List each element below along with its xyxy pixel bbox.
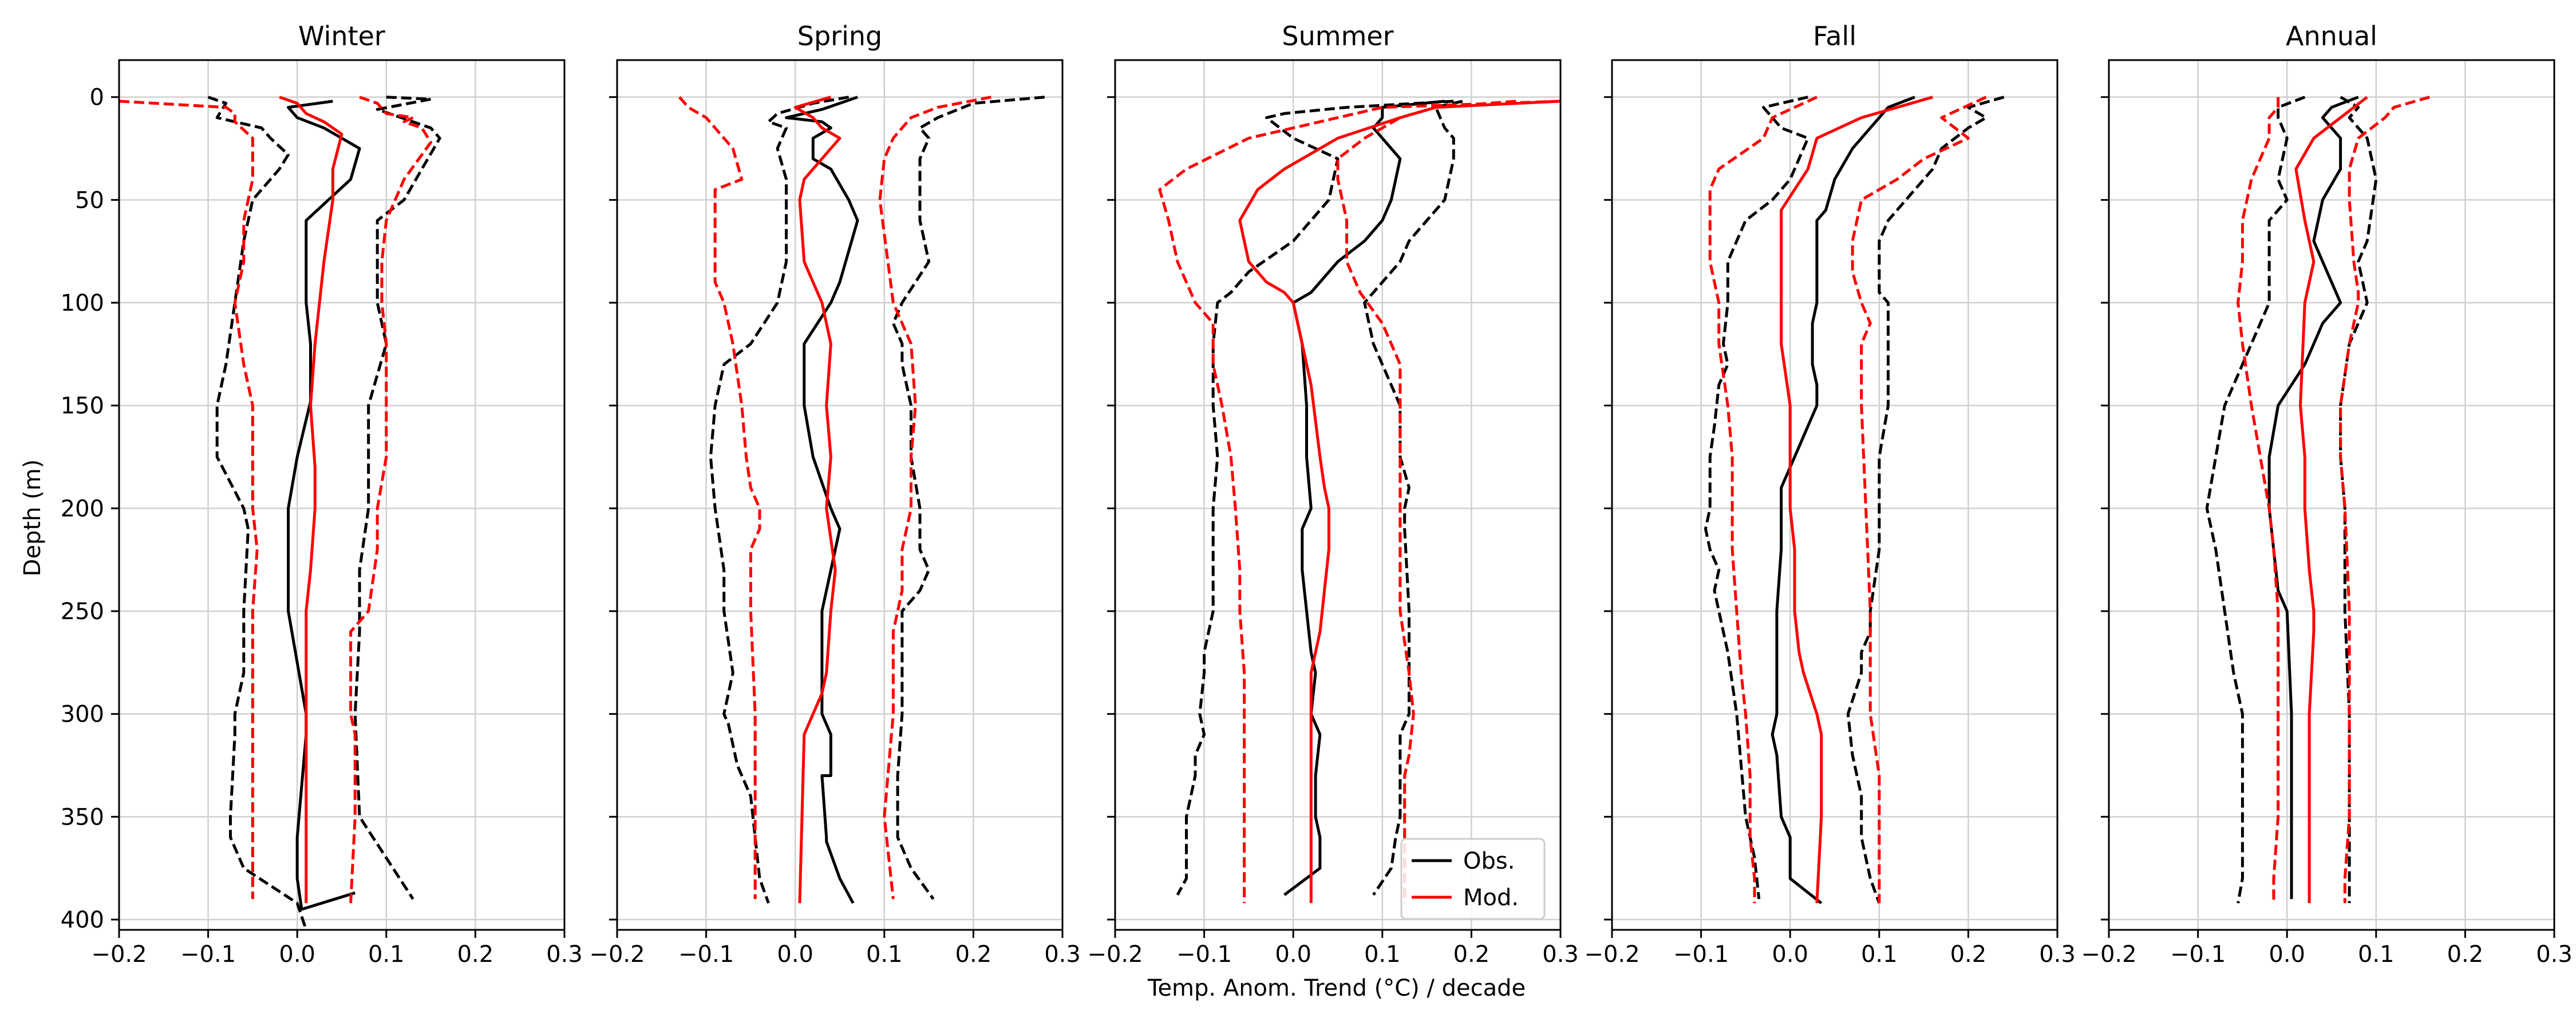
y-tick-label: 350: [61, 804, 104, 830]
series-group: [678, 96, 1045, 904]
obs-solid-line: [1283, 100, 1445, 896]
panel-fall: −0.2 −0.1 0.0 0.1 0.2 0.3 Fall: [1584, 21, 2075, 968]
obs-dashed-line: [1363, 100, 1463, 896]
x-tick-label: 0.2: [2447, 941, 2484, 968]
legend-label-mod: Mod.: [1463, 885, 1519, 911]
x-tick-label: 0.3: [2536, 941, 2573, 968]
x-tick-label: −0.1: [1673, 941, 1729, 968]
x-tick-label: 0.0: [1772, 941, 1808, 968]
y-axis-label: Depth (m): [19, 459, 46, 577]
obs-dashed-line: [891, 96, 1045, 900]
obs-dashed-line: [1846, 96, 2005, 904]
mod-dashed-line: [2237, 97, 2280, 904]
x-tick-label: 0.1: [1861, 941, 1898, 968]
axes-frame: [1114, 59, 1562, 931]
panel-spring: −0.2 −0.1 0.0 0.1 0.2 0.3 Spring: [589, 21, 1080, 968]
legend: Obs. Mod.: [1400, 838, 1546, 920]
x-tick-label: 0.1: [368, 941, 405, 968]
series-group: [1158, 100, 1560, 904]
mod-solid-line: [279, 96, 343, 904]
mod-solid-line: [1238, 100, 1560, 904]
x-tick-label: 0.0: [777, 941, 813, 968]
y-tick-label: 300: [61, 702, 104, 728]
panel-annual: −0.2 −0.1 0.0 0.1 0.2 0.3 Annual: [2081, 21, 2572, 968]
y-tick-label: 150: [61, 393, 104, 419]
legend-box: [1400, 838, 1546, 920]
x-tick-label: −0.2: [589, 941, 645, 968]
series-group: [119, 96, 441, 930]
obs-dashed-line: [207, 96, 308, 930]
panel-title-annual: Annual: [2286, 21, 2377, 52]
x-tick-label: 0.1: [1364, 941, 1401, 968]
obs-solid-line: [287, 100, 361, 911]
axes-frame: [616, 59, 1064, 931]
x-tick-label: −0.2: [1584, 941, 1639, 968]
y-tick-label: 200: [61, 496, 104, 522]
x-tick-label: 0.1: [2358, 941, 2395, 968]
x-tick-label: 0.2: [457, 941, 494, 968]
panel-winter: −0.2 −0.1 0.0 0.1 0.2 0.3 0 50 100 150 200 250 300 35…: [61, 21, 583, 968]
x-axis-label: Temp. Anom. Trend (°C) / decade: [1147, 975, 1526, 1001]
x-tick-label: −0.2: [91, 941, 147, 968]
mod-dashed-line: [2339, 96, 2430, 904]
obs-dashed-line: [709, 96, 850, 904]
y-tick-label: 250: [61, 599, 104, 625]
x-tick-label: 0.3: [546, 941, 583, 968]
x-tick-label: 0.2: [955, 941, 992, 968]
panel-title-winter: Winter: [298, 21, 385, 52]
x-tick-label: −0.1: [1176, 941, 1232, 968]
mod-dashed-line: [878, 96, 991, 900]
mod-dashed-line: [119, 100, 259, 900]
x-tick-label: 0.0: [279, 941, 315, 968]
obs-dashed-line: [2205, 96, 2306, 904]
obs-dashed-line: [1176, 100, 1454, 896]
x-tick-label: −0.1: [180, 941, 236, 968]
x-tick-label: 0.2: [1453, 941, 1490, 968]
panels: −0.2 −0.1 0.0 0.1 0.2 0.3 0 50 100 150 200 250 300 35…: [61, 21, 2573, 968]
series-group: [1704, 96, 2005, 905]
y-tick-label: 100: [61, 290, 104, 316]
x-tick-label: −0.2: [1087, 941, 1143, 968]
obs-solid-line: [785, 96, 859, 904]
mod-solid-line: [2294, 96, 2368, 904]
obs-solid-line: [1771, 96, 1915, 905]
y-tick-label: 50: [75, 187, 104, 213]
x-tick-label: 0.2: [1950, 941, 1987, 968]
panel-title-spring: Spring: [797, 21, 882, 52]
mod-dashed-line: [1158, 100, 1560, 904]
mod-dashed-line: [678, 96, 761, 900]
x-tick-label: 0.0: [1275, 941, 1311, 968]
x-tick-label: −0.2: [2081, 941, 2136, 968]
obs-dashed-line: [1704, 96, 1809, 900]
axes-frame: [118, 59, 566, 931]
x-tick-label: 0.3: [1542, 941, 1579, 968]
y-tick-label: 0: [90, 85, 104, 111]
panel-title-fall: Fall: [1813, 21, 1856, 52]
obs-dashed-line: [353, 96, 441, 900]
series-group: [2205, 96, 2430, 904]
obs-solid-line: [2267, 96, 2359, 900]
axes-frame: [1611, 59, 2059, 931]
x-tick-label: −0.1: [2170, 941, 2226, 968]
x-tick-label: 0.0: [2269, 941, 2305, 968]
x-tick-label: 0.1: [866, 941, 903, 968]
panel-summer: −0.2 −0.1 0.0 0.1 0.2 0.3 Summer: [1087, 21, 1578, 968]
x-tick-label: 0.3: [2039, 941, 2076, 968]
mod-solid-line: [793, 96, 841, 904]
panel-title-summer: Summer: [1282, 21, 1393, 52]
axes-frame: [2108, 59, 2555, 931]
mod-solid-line: [1780, 96, 1933, 904]
legend-label-obs: Obs.: [1463, 848, 1515, 874]
mod-dashed-line: [1851, 96, 1987, 904]
y-tick-label: 400: [61, 907, 104, 933]
x-tick-label: −0.1: [678, 941, 734, 968]
mod-dashed-line: [349, 96, 433, 904]
x-tick-label: 0.3: [1044, 941, 1081, 968]
